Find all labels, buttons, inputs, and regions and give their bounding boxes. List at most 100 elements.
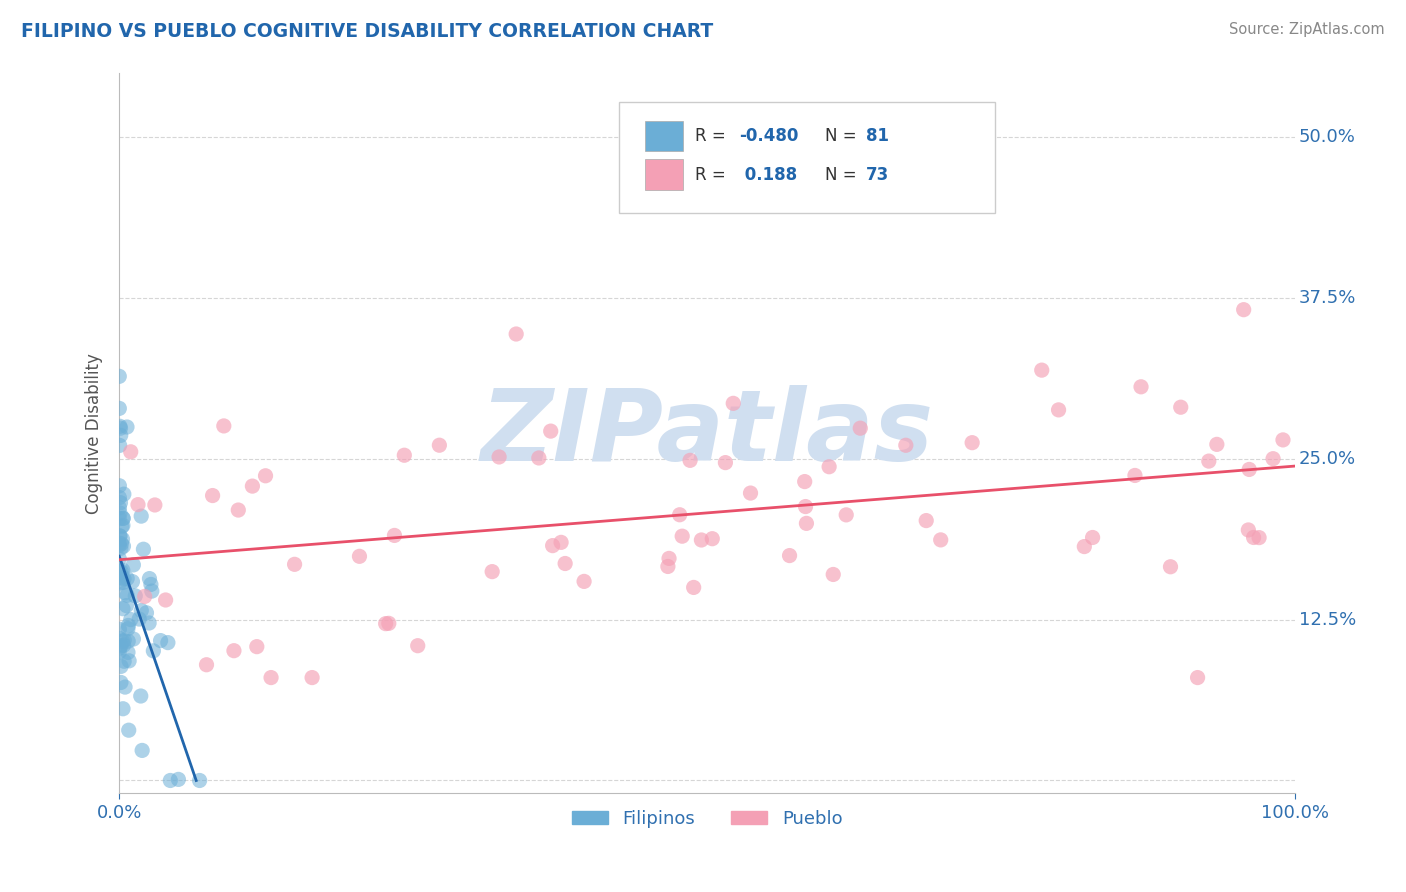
Point [108, 640, 131, 655]
Point [1047, 403, 1070, 417]
Point [108, 500, 131, 515]
Point [1187, 671, 1209, 685]
Point [110, 541, 132, 556]
Point [115, 599, 138, 613]
Point [112, 572, 135, 586]
Point [702, 532, 724, 546]
Point [129, 603, 152, 617]
Point [110, 639, 132, 653]
Point [112, 487, 135, 501]
Text: 12.5%: 12.5% [1299, 611, 1355, 629]
Text: FILIPINO VS PUEBLO COGNITIVE DISABILITY CORRELATION CHART: FILIPINO VS PUEBLO COGNITIVE DISABILITY … [21, 22, 713, 41]
Text: R =: R = [696, 127, 731, 145]
Point [120, 613, 142, 627]
Point [226, 503, 249, 517]
Point [127, 498, 149, 512]
Point [1123, 468, 1146, 483]
Point [540, 424, 562, 438]
Point [378, 616, 401, 631]
Point [129, 689, 152, 703]
Point [112, 511, 135, 525]
Text: ZIPatlas: ZIPatlas [481, 384, 934, 482]
Point [110, 565, 132, 579]
Text: N =: N = [825, 127, 862, 145]
Point [1205, 437, 1227, 451]
Point [679, 453, 702, 467]
Point [384, 528, 406, 542]
Point [835, 508, 858, 522]
Point [111, 519, 134, 533]
Point [212, 418, 235, 433]
Point [894, 438, 917, 452]
Text: N =: N = [825, 166, 862, 184]
Point [108, 551, 131, 566]
Point [110, 428, 132, 442]
Point [167, 772, 190, 787]
Text: Source: ZipAtlas.com: Source: ZipAtlas.com [1229, 22, 1385, 37]
Point [110, 496, 132, 510]
Point [121, 574, 143, 589]
Point [658, 551, 681, 566]
Point [260, 671, 283, 685]
Point [111, 563, 134, 577]
Point [111, 571, 134, 585]
Point [108, 419, 131, 434]
Point [108, 576, 131, 591]
Point [122, 632, 145, 646]
Point [690, 533, 713, 547]
Point [1081, 531, 1104, 545]
Point [115, 420, 138, 434]
Point [1261, 451, 1284, 466]
Point [108, 529, 131, 543]
Legend: Filipinos, Pueblo: Filipinos, Pueblo [565, 802, 849, 835]
Point [108, 632, 131, 646]
Text: 0.188: 0.188 [740, 166, 797, 184]
Point [572, 574, 595, 589]
Point [657, 559, 679, 574]
Point [110, 565, 132, 579]
Point [823, 567, 845, 582]
Point [117, 634, 139, 648]
Point [129, 509, 152, 524]
Point [394, 448, 416, 462]
Point [1198, 454, 1220, 468]
FancyBboxPatch shape [645, 160, 682, 190]
Point [114, 680, 136, 694]
Point [1160, 559, 1182, 574]
Point [117, 645, 139, 659]
Point [128, 612, 150, 626]
Point [1243, 531, 1265, 545]
Point [124, 589, 146, 603]
Point [132, 542, 155, 557]
Point [1237, 523, 1260, 537]
Point [793, 475, 815, 489]
Point [818, 459, 841, 474]
Point [118, 654, 141, 668]
Point [115, 588, 138, 602]
Point [301, 671, 323, 685]
Point [668, 508, 690, 522]
Point [796, 516, 818, 531]
Point [155, 593, 177, 607]
FancyBboxPatch shape [619, 102, 995, 213]
Point [1031, 363, 1053, 377]
Point [149, 633, 172, 648]
Point [111, 634, 134, 648]
Text: -0.480: -0.480 [740, 127, 799, 145]
Point [108, 563, 131, 577]
Point [117, 618, 139, 632]
Text: 25.0%: 25.0% [1299, 450, 1355, 468]
Point [108, 491, 131, 505]
Point [131, 743, 153, 757]
Point [374, 616, 396, 631]
Point [1272, 433, 1295, 447]
Point [723, 396, 745, 410]
Point [740, 486, 762, 500]
Point [108, 645, 131, 659]
Point [195, 657, 218, 672]
Point [108, 511, 131, 525]
Point [108, 506, 131, 520]
Point [115, 572, 138, 586]
Point [1249, 531, 1271, 545]
Point [505, 326, 527, 341]
